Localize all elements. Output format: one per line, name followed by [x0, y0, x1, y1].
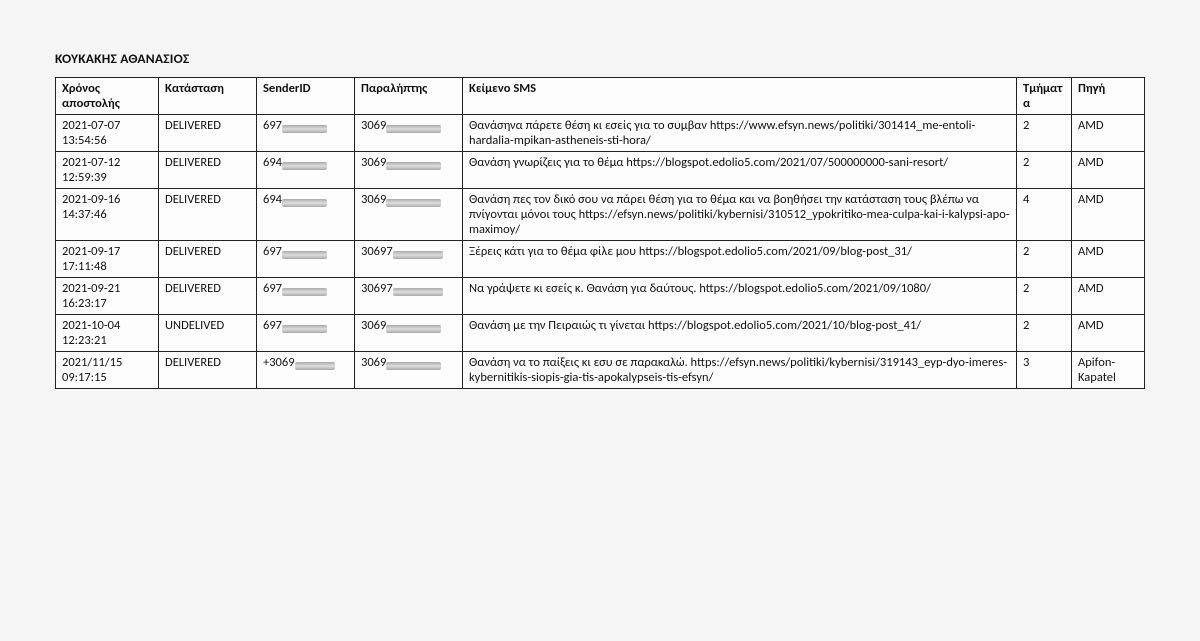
cell-status: DELIVERED — [159, 152, 257, 189]
cell-status: DELIVERED — [159, 278, 257, 315]
cell-sender: 697 — [257, 115, 355, 152]
cell-sender: 694 — [257, 189, 355, 241]
col-source: Πηγή — [1072, 78, 1145, 115]
sms-table: Χρόνος αποστολής Κατάσταση SenderID Παρα… — [55, 77, 1145, 389]
cell-source: AMD — [1072, 115, 1145, 152]
redaction-bar — [386, 199, 441, 207]
cell-recipient: 3069 — [355, 352, 463, 389]
cell-sender: +3069 — [257, 352, 355, 389]
page-title: ΚΟΥΚΑΚΗΣ ΑΘΑΝΑΣΙΟΣ — [55, 50, 1145, 67]
cell-text: Θανάσηνα πάρετε θέση κι εσείς για το συμ… — [463, 115, 1017, 152]
cell-time: 2021-09-21 16:23:17 — [56, 278, 159, 315]
cell-parts: 2 — [1017, 241, 1072, 278]
redaction-bar — [282, 125, 327, 133]
cell-source: AMD — [1072, 152, 1145, 189]
cell-recipient: 3069 — [355, 115, 463, 152]
cell-status: DELIVERED — [159, 241, 257, 278]
redaction-bar — [282, 251, 327, 259]
cell-source: Apifon-Kapatel — [1072, 352, 1145, 389]
cell-text: Θανάση γνωρίζεις για το θέμα https://blo… — [463, 152, 1017, 189]
table-row: 2021-07-12 12:59:39DELIVERED6943069 Θανά… — [56, 152, 1145, 189]
cell-parts: 4 — [1017, 189, 1072, 241]
redaction-bar — [282, 162, 327, 170]
cell-time: 2021-10-04 12:23:21 — [56, 315, 159, 352]
cell-recipient: 3069 — [355, 152, 463, 189]
redaction-bar — [386, 162, 441, 170]
cell-source: AMD — [1072, 315, 1145, 352]
cell-text: Θανάση με την Πειραιώς τι γίνεται https:… — [463, 315, 1017, 352]
cell-text: Ξέρεις κάτι για το θέμα φίλε μου https:/… — [463, 241, 1017, 278]
redaction-bar — [386, 125, 441, 133]
redaction-bar — [393, 288, 443, 296]
table-row: 2021-09-17 17:11:48DELIVERED69730697 Ξέρ… — [56, 241, 1145, 278]
cell-time: 2021-07-07 13:54:56 — [56, 115, 159, 152]
table-row: 2021/11/15 09:17:15DELIVERED+30693069Θαν… — [56, 352, 1145, 389]
cell-parts: 2 — [1017, 115, 1072, 152]
col-sender: SenderID — [257, 78, 355, 115]
cell-source: AMD — [1072, 278, 1145, 315]
cell-time: 2021-09-16 14:37:46 — [56, 189, 159, 241]
cell-parts: 2 — [1017, 315, 1072, 352]
redaction-bar — [282, 199, 327, 207]
redaction-bar — [386, 325, 441, 333]
cell-recipient: 3069 — [355, 315, 463, 352]
cell-source: AMD — [1072, 189, 1145, 241]
cell-status: DELIVERED — [159, 189, 257, 241]
cell-status: DELIVERED — [159, 115, 257, 152]
redaction-bar — [282, 288, 327, 296]
cell-recipient: 30697 — [355, 278, 463, 315]
cell-status: DELIVERED — [159, 352, 257, 389]
cell-recipient: 30697 — [355, 241, 463, 278]
cell-text: Να γράψετε κι εσείς κ. Θανάση για δαύτου… — [463, 278, 1017, 315]
redaction-bar — [282, 325, 327, 333]
cell-parts: 3 — [1017, 352, 1072, 389]
cell-sender: 697 — [257, 241, 355, 278]
cell-sender: 694 — [257, 152, 355, 189]
col-status: Κατάσταση — [159, 78, 257, 115]
table-row: 2021-09-21 16:23:17DELIVERED69730697 Να … — [56, 278, 1145, 315]
cell-time: 2021-07-12 12:59:39 — [56, 152, 159, 189]
cell-time: 2021-09-17 17:11:48 — [56, 241, 159, 278]
cell-source: AMD — [1072, 241, 1145, 278]
cell-parts: 2 — [1017, 278, 1072, 315]
table-row: 2021-10-04 12:23:21UNDELIVED6973069 Θανά… — [56, 315, 1145, 352]
redaction-bar — [393, 251, 443, 259]
cell-time: 2021/11/15 09:17:15 — [56, 352, 159, 389]
table-row: 2021-09-16 14:37:46DELIVERED6943069 Θανά… — [56, 189, 1145, 241]
cell-parts: 2 — [1017, 152, 1072, 189]
redaction-bar — [386, 362, 441, 370]
redaction-bar — [295, 362, 335, 370]
cell-text: Θανάση να το παίξεις κι εσυ σε παρακαλώ.… — [463, 352, 1017, 389]
col-text: Κείμενο SMS — [463, 78, 1017, 115]
cell-text: Θανάση πες τον δικό σου να πάρει θέση γι… — [463, 189, 1017, 241]
table-row: 2021-07-07 13:54:56DELIVERED6973069 Θανά… — [56, 115, 1145, 152]
cell-sender: 697 — [257, 278, 355, 315]
header-row: Χρόνος αποστολής Κατάσταση SenderID Παρα… — [56, 78, 1145, 115]
col-time: Χρόνος αποστολής — [56, 78, 159, 115]
col-recipient: Παραλήπτης — [355, 78, 463, 115]
cell-sender: 697 — [257, 315, 355, 352]
col-parts: Τμήματα — [1017, 78, 1072, 115]
cell-status: UNDELIVED — [159, 315, 257, 352]
cell-recipient: 3069 — [355, 189, 463, 241]
